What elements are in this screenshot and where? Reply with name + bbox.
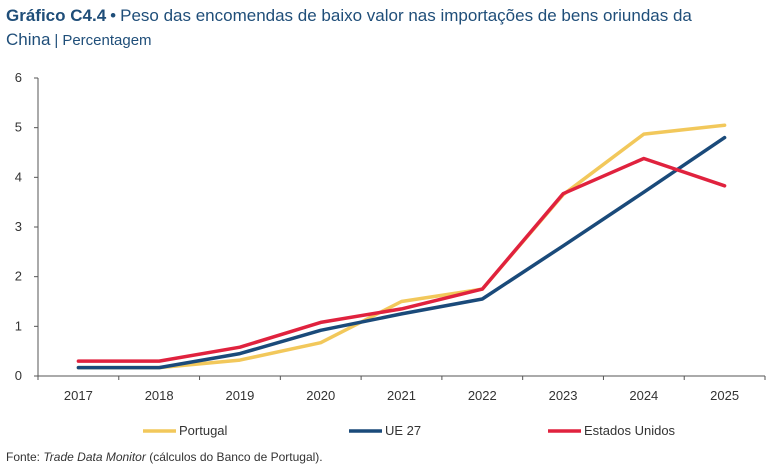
y-tick-label: 5 <box>15 120 22 135</box>
x-tick-label: 2025 <box>710 388 739 403</box>
x-tick-label: 2019 <box>225 388 254 403</box>
x-tick-label: 2018 <box>145 388 174 403</box>
chart-series <box>76 123 727 370</box>
source-prefix: Fonte: <box>6 450 44 464</box>
x-tick-label: 2024 <box>629 388 658 403</box>
unit-label: Percentagem <box>62 32 152 49</box>
y-tick-label: 2 <box>15 269 22 284</box>
source-italic: Trade Data Monitor <box>43 450 146 464</box>
title-separator: • <box>110 6 117 25</box>
x-tick-label: 2020 <box>306 388 335 403</box>
series-line <box>76 156 727 363</box>
figure-number: Gráfico C4.4 <box>6 6 107 25</box>
series-line <box>76 123 727 370</box>
legend-label: Portugal <box>179 423 228 438</box>
y-tick-label: 1 <box>15 318 22 333</box>
source-suffix: (cálculos do Banco de Portugal). <box>145 450 323 464</box>
y-tick-label: 0 <box>15 368 22 383</box>
x-tick-label: 2021 <box>387 388 416 403</box>
source-note: Fonte: Trade Data Monitor (cálculos do B… <box>6 450 323 464</box>
y-tick-label: 4 <box>15 169 22 184</box>
chart-axes: 0 1 2 3 4 5 6 2017 2018 2019 2020 2021 2022 2023 2024 2… <box>15 70 766 403</box>
x-tick-label: 2017 <box>64 388 93 403</box>
series-line <box>76 135 727 370</box>
x-tick-label: 2022 <box>468 388 497 403</box>
title-bar-separator: | <box>54 32 59 49</box>
y-tick-label: 6 <box>15 70 22 85</box>
legend-label: Estados Unidos <box>584 423 676 438</box>
y-tick-label: 3 <box>15 219 22 234</box>
title-text: Peso das encomendas de baixo valor nas i… <box>6 6 692 49</box>
legend-label: UE 27 <box>385 423 421 438</box>
chart-title: Gráfico C4.4 • Peso das encomendas de baix… <box>6 4 762 53</box>
chart-legend: Portugal UE 27 Estados Unidos <box>143 423 676 438</box>
x-tick-label: 2023 <box>549 388 578 403</box>
